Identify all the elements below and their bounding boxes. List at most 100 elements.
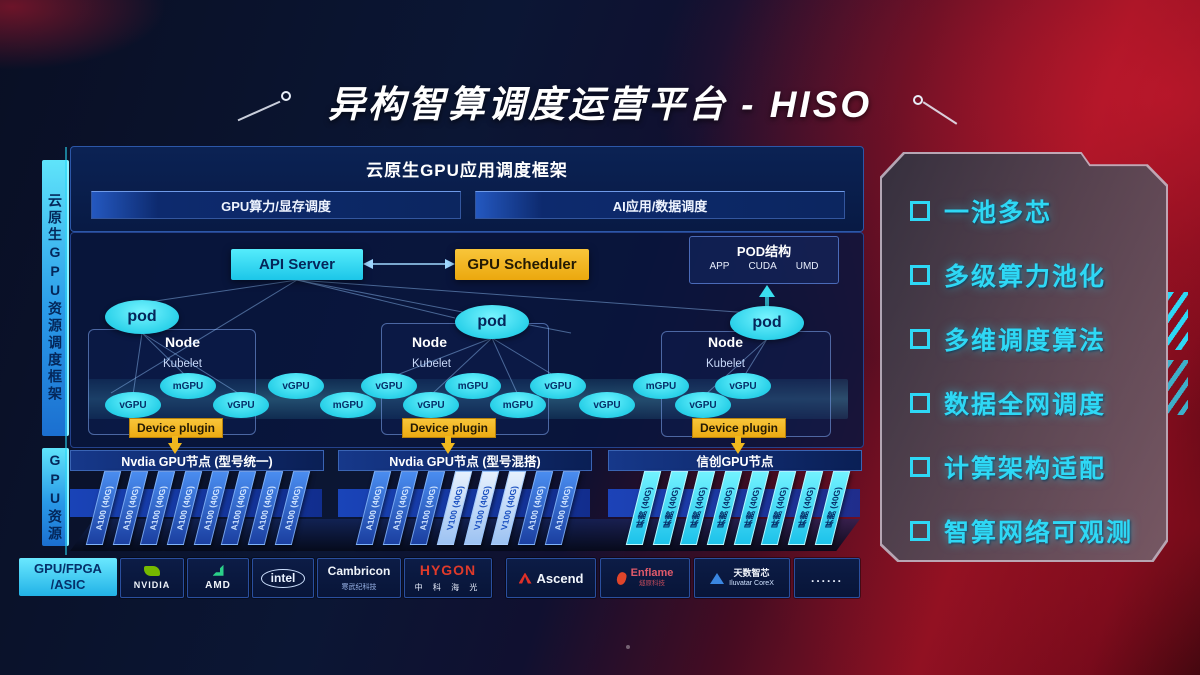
pod-structure-box: POD结构 APP CUDA UMD — [689, 236, 839, 284]
feature-item-1: 一池多芯 — [910, 194, 1052, 228]
ascend-logo-icon — [518, 572, 532, 584]
gpu-unit-10: vGPU — [579, 392, 635, 418]
node-3-label: Node — [708, 334, 743, 350]
rail-scheduling-framework: 云原生GPU资源调度框架 — [42, 160, 69, 436]
node-1-label: Node — [165, 334, 200, 350]
gpu-unit-13: vGPU — [715, 373, 771, 399]
rail-gpu-resource: GPU资源 — [42, 448, 69, 546]
enflame-logo-icon — [615, 570, 628, 586]
gpu-scheduler-label: GPU Scheduler — [467, 256, 577, 273]
bar-ai-data-scheduling: AI应用/数据调度 — [475, 191, 845, 219]
iluvatar-sublabel: Iluvatar CoreX — [729, 579, 774, 587]
pod-3-label: pod — [752, 314, 782, 331]
bar-gpu-compute-label: GPU算力/显存调度 — [221, 198, 331, 214]
gpu-unit-8: mGPU — [490, 392, 546, 418]
app-framework-title: 云原生GPU应用调度框架 — [366, 161, 568, 180]
rail-gpu-resource-label: GPU资源 — [47, 451, 63, 543]
bullet-square-icon — [910, 521, 930, 541]
vendor-more: ...... — [794, 558, 860, 598]
pod-up-arrow-stem — [765, 297, 769, 309]
device-plugin-1-arrow-stem — [172, 436, 178, 443]
feature-item-5: 计算架构适配 — [910, 450, 1106, 484]
pod-ellipse-3: pod — [730, 306, 804, 340]
gpu-scheduler-box: GPU Scheduler — [455, 249, 589, 280]
ascend-label: Ascend — [536, 570, 584, 586]
amd-logo-icon — [212, 564, 224, 576]
feature-item-2: 多级算力池化 — [910, 258, 1106, 292]
vendor-cambricon: Cambricon 寒武纪科技 — [317, 558, 401, 598]
gpu-unit-4: mGPU — [320, 392, 376, 418]
vendor-ascend: Ascend — [506, 558, 596, 598]
intel-logo-label: intel — [260, 568, 306, 588]
pod-structure-title: POD结构 — [736, 244, 792, 259]
device-plugin-2-arrow-stem — [445, 436, 451, 443]
vendor-iluvatar: 天数智芯 Iluvatar CoreX — [694, 558, 790, 598]
vendor-enflame: Enflame 燧原科技 — [600, 558, 690, 598]
feature-item-4: 数据全网调度 — [910, 386, 1106, 420]
gpu-unit-1: mGPU — [160, 373, 216, 399]
app-framework-panel: 云原生GPU应用调度框架 GPU算力/显存调度 AI应用/数据调度 — [70, 146, 864, 232]
device-plugin-3-arrow-stem — [735, 436, 741, 443]
pod-ellipse-2: pod — [455, 305, 529, 339]
hardware-type-label: GPU/FPGA /ASIC — [19, 558, 117, 596]
device-plugin-3-arrow-icon — [731, 443, 745, 454]
device-plugin-1-arrow-icon — [168, 443, 182, 454]
hazard-stripes-top — [1168, 292, 1188, 350]
vendor-more-label: ...... — [810, 571, 843, 585]
node-1-kubelet-label: Kubelet — [163, 358, 203, 370]
device-plugin-2-arrow-icon — [441, 443, 455, 454]
feature-item-6: 智算网络可观测 — [910, 514, 1133, 548]
gpu-unit-7: mGPU — [445, 373, 501, 399]
vendor-hygon: HYGON 中 科 海 光 — [404, 558, 492, 598]
hardware-type-line1: GPU/FPGA — [34, 561, 102, 576]
cambricon-label: Cambricon — [327, 564, 391, 579]
vendor-amd: AMD — [187, 558, 249, 598]
device-plugin-1: Device plugin — [129, 418, 223, 438]
device-plugin-2: Device plugin — [402, 418, 496, 438]
gpu-group-header-1: Nvdia GPU节点 (型号统一) — [70, 450, 324, 471]
api-server-label: API Server — [259, 256, 335, 273]
pod-ellipse-1: pod — [105, 300, 179, 334]
bar-ai-data-label: AI应用/数据调度 — [612, 198, 708, 214]
iluvatar-label: 天数智芯 — [733, 568, 770, 579]
gpu-unit-6: vGPU — [403, 392, 459, 418]
pod-1-label: pod — [127, 308, 157, 325]
hardware-type-line2: /ASIC — [50, 577, 86, 592]
pod-structure-layers: APP CUDA UMD — [690, 261, 838, 272]
footer-dot — [626, 645, 630, 649]
feature-panel: 一池多芯 多级算力池化 多维调度算法 数据全网调度 计算架构适配 智算网络可观测 — [880, 152, 1168, 562]
gpu-unit-3: vGPU — [268, 373, 324, 399]
enflame-label: Enflame — [630, 567, 674, 580]
bullet-square-icon — [910, 265, 930, 285]
node-2-kubelet-label: Kubelet — [412, 358, 452, 370]
hygon-label: HYGON — [419, 562, 477, 579]
cambricon-sublabel: 寒武纪科技 — [341, 583, 377, 591]
gpu-unit-12: vGPU — [675, 392, 731, 418]
gpu-unit-11: mGPU — [633, 373, 689, 399]
page-title: 异构智算调度运营平台 - HISO — [327, 84, 873, 125]
nvidia-logo-icon — [144, 565, 160, 576]
gpu-unit-5: vGPU — [361, 373, 417, 399]
api-server-box: API Server — [231, 249, 363, 280]
bullet-square-icon — [910, 393, 930, 413]
title-decor-right-dot — [913, 95, 923, 105]
feature-panel-inner — [882, 154, 1166, 560]
hygon-sublabel: 中 科 海 光 — [414, 583, 482, 593]
vendor-nvidia: NVIDIA — [120, 558, 184, 598]
iluvatar-logo-icon — [710, 572, 725, 584]
gpu-unit-9: vGPU — [530, 373, 586, 399]
pod-layer-app: APP — [709, 261, 730, 272]
node-3-kubelet-label: Kubelet — [706, 358, 746, 370]
enflame-sublabel: 燧原科技 — [638, 579, 665, 587]
vendor-intel: intel — [252, 558, 314, 598]
pod-layer-cuda: CUDA — [748, 261, 777, 272]
gpu-unit-0: vGPU — [105, 392, 161, 418]
amd-label: AMD — [205, 579, 231, 591]
nvidia-label: NVIDIA — [133, 579, 171, 590]
bar-gpu-compute-scheduling: GPU算力/显存调度 — [91, 191, 461, 219]
pod-up-arrow-icon — [759, 285, 775, 297]
node-2-label: Node — [412, 334, 447, 350]
bullet-square-icon — [910, 329, 930, 349]
gpu-unit-2: vGPU — [213, 392, 269, 418]
scheduler-panel: Node Kubelet Node Kubelet Node Kubelet — [70, 232, 864, 454]
